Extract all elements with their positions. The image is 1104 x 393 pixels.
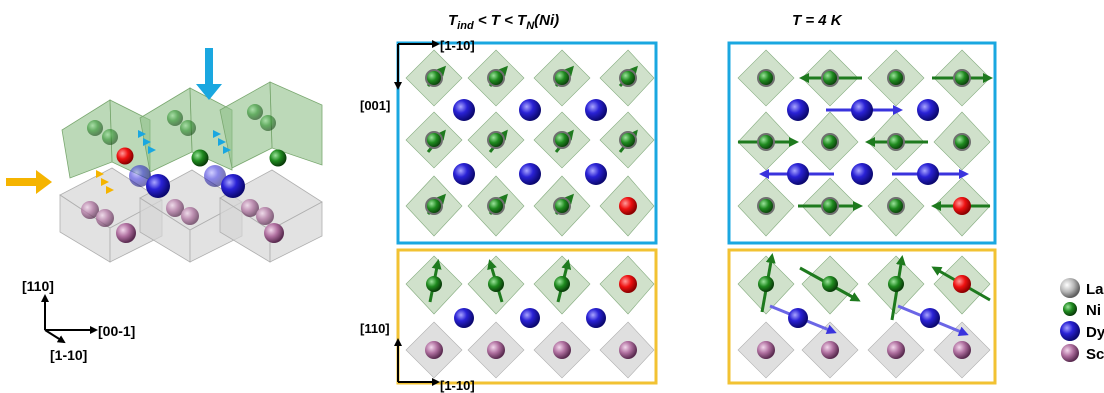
axis-label-1-10-bottom: [1-10] xyxy=(440,378,475,393)
legend-ni-label: Ni xyxy=(1086,302,1101,319)
top-panel-axes xyxy=(394,40,440,90)
panel-left-bottom: [110] [1-10] xyxy=(360,248,658,393)
ni-atoms xyxy=(426,276,570,292)
sc-octahedra-row xyxy=(405,321,655,379)
sc-octahedra-row xyxy=(737,321,991,379)
dy-atoms xyxy=(788,308,940,328)
axis-label-110-bottom: [110] xyxy=(360,321,390,336)
sc-atom xyxy=(264,223,284,243)
legend-sc-label: Sc xyxy=(1086,346,1104,363)
axis-label-001: [001] xyxy=(360,98,390,113)
axis-label-00-1: [00-1] xyxy=(98,323,135,339)
ni-octahedra-row xyxy=(737,255,991,315)
legend-ni-swatch xyxy=(1063,302,1077,316)
top-view-arrow-icon xyxy=(196,48,222,100)
sc-spheres xyxy=(81,199,274,227)
sc-atom xyxy=(116,223,136,243)
ni-back-spheres xyxy=(87,104,276,145)
panel-title-left: Tind < T < TN(Ni) xyxy=(448,12,559,32)
panel-title-right: T = 4 K xyxy=(792,12,843,29)
dy-atom xyxy=(221,174,245,198)
red-ni-atom xyxy=(116,147,134,165)
dy-atom-back xyxy=(129,165,151,187)
ni-atoms xyxy=(758,276,904,292)
ni-atoms xyxy=(425,69,637,215)
dy-atoms xyxy=(453,99,607,185)
axis-label-110: [110] xyxy=(22,278,54,294)
overview-structure: [110] [00-1] [1-10] xyxy=(6,48,323,363)
dy-atom xyxy=(146,174,170,198)
ni-atom xyxy=(269,149,287,167)
panel-frame-blue xyxy=(396,41,658,245)
side-view-arrow-icon xyxy=(6,170,52,194)
legend: La Ni Dy Sc xyxy=(1060,278,1104,363)
red-ni-atom xyxy=(619,197,637,215)
red-ni-atom xyxy=(953,275,971,293)
legend-la-swatch xyxy=(1060,278,1080,298)
axis-label-1-10: [1-10] xyxy=(50,347,87,363)
legend-sc-swatch xyxy=(1061,344,1079,362)
sc-atoms xyxy=(425,341,637,359)
panel-right-bottom xyxy=(727,248,997,385)
panel-right-top xyxy=(727,41,997,245)
yellow-wedge-markers xyxy=(96,170,114,194)
legend-dy-label: Dy xyxy=(1086,324,1104,341)
octahedra-grid xyxy=(405,49,655,237)
dy-atom-back xyxy=(204,165,226,187)
ni-octahedra-row xyxy=(405,255,655,315)
bottom-panel-axes xyxy=(394,338,440,386)
overview-axes xyxy=(41,294,98,344)
dy-atoms xyxy=(454,308,606,328)
dy-atoms xyxy=(787,99,939,185)
legend-la-label: La xyxy=(1086,281,1104,298)
ni-atoms xyxy=(757,69,971,215)
blue-wedge-markers xyxy=(138,130,231,154)
axis-label-1-10-top: [1-10] xyxy=(440,38,475,53)
red-ni-atom xyxy=(953,197,971,215)
ni-atom xyxy=(191,149,209,167)
red-ni-atom xyxy=(619,275,637,293)
sc-atoms xyxy=(757,341,971,359)
panel-frame-blue xyxy=(727,41,997,245)
panel-left-top: [1-10] [001] xyxy=(360,38,658,245)
legend-dy-swatch xyxy=(1060,321,1080,341)
panel-frame-yellow xyxy=(727,248,997,385)
panel-frame-yellow xyxy=(396,248,658,385)
